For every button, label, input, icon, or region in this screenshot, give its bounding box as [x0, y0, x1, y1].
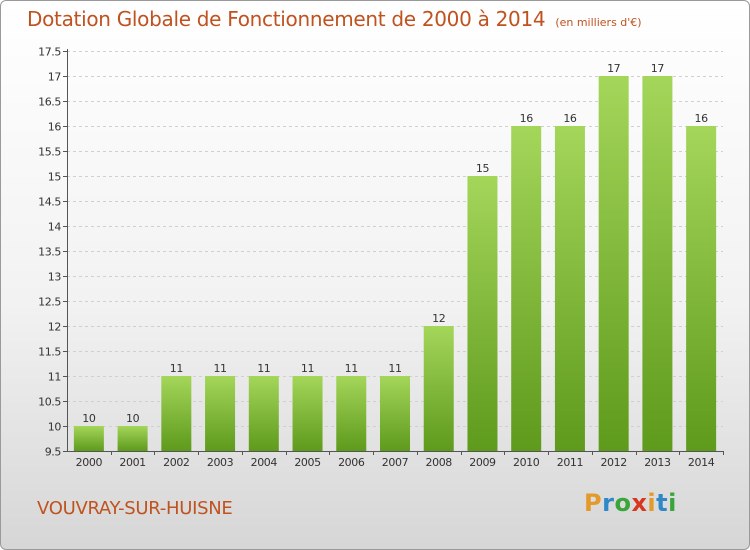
data-label: 11	[213, 362, 226, 375]
bar	[117, 426, 148, 451]
title-row: Dotation Globale de Fonctionnement de 20…	[27, 7, 642, 31]
y-tick-label: 9.5	[45, 446, 62, 459]
commune-name: VOUVRAY-SUR-HUISNE	[37, 498, 233, 519]
y-tick-label: 17.5	[38, 46, 61, 59]
y-tick-label: 12	[48, 321, 61, 334]
data-label: 16	[695, 112, 709, 125]
bar	[248, 376, 279, 451]
chart-subtitle: (en milliers d'€)	[555, 16, 642, 29]
y-tick-label: 14	[48, 221, 62, 234]
axes: 9.5 10 10.5 11 11.5 12 12.5 13 13.5 14 14.5 15 15.5 1…	[38, 46, 724, 469]
bar	[423, 326, 454, 451]
y-tick-label: 10.5	[38, 396, 61, 409]
x-tick-label: 2001	[119, 456, 145, 469]
x-tick-label: 2002	[163, 456, 189, 469]
chart-title: Dotation Globale de Fonctionnement de 20…	[27, 7, 546, 31]
bar	[686, 126, 717, 451]
data-label: 16	[520, 112, 534, 125]
bar	[554, 126, 585, 451]
bars	[73, 76, 717, 451]
x-tick-label: 2010	[513, 456, 540, 469]
data-label: 11	[170, 362, 183, 375]
bar	[292, 376, 323, 451]
x-tick-label: 2011	[557, 456, 583, 469]
x-tick-label: 2000	[76, 456, 103, 469]
x-tick-label: 2013	[644, 456, 671, 469]
y-tick-label: 13	[48, 271, 62, 284]
x-tick-label: 2004	[251, 456, 278, 469]
data-label: 11	[257, 362, 270, 375]
x-tick-label: 2012	[600, 456, 626, 469]
data-label: 10	[126, 412, 140, 425]
data-label: 11	[301, 362, 314, 375]
x-tick-label: 2007	[382, 456, 409, 469]
y-tick-label: 16	[48, 121, 62, 134]
data-labels: 10 10 11 11 11 11 11 11 12 15 16 16 17 17 16	[82, 62, 708, 425]
bar	[73, 426, 104, 451]
bar	[598, 76, 629, 451]
bar	[642, 76, 673, 451]
data-label: 15	[476, 162, 490, 175]
proxiti-logo: Proxiti	[584, 489, 677, 517]
y-tick-label: 11	[48, 371, 61, 384]
bar	[161, 376, 192, 451]
data-label: 11	[388, 362, 401, 375]
bar	[511, 126, 542, 451]
bar	[380, 376, 410, 451]
x-tick-label: 2005	[294, 456, 321, 469]
y-tick-label: 14.5	[38, 196, 61, 209]
y-tick-label: 11.5	[38, 346, 61, 359]
bar	[467, 176, 498, 451]
y-tick-label: 10	[48, 421, 62, 434]
y-tick-label: 16.5	[38, 96, 61, 109]
data-label: 12	[432, 312, 445, 325]
y-tick-label: 15	[48, 171, 62, 184]
x-tick-label: 2006	[338, 456, 365, 469]
x-tick-label: 2003	[207, 456, 234, 469]
bar	[336, 376, 367, 451]
y-tick-label: 15.5	[38, 146, 61, 159]
x-tick-label: 2009	[469, 456, 496, 469]
y-tick-label: 12.5	[38, 296, 61, 309]
data-label: 16	[563, 112, 577, 125]
y-tick-label: 13.5	[38, 246, 61, 259]
data-label: 11	[345, 362, 358, 375]
bar	[205, 376, 236, 451]
x-tick-label: 2014	[688, 456, 715, 469]
data-label: 10	[82, 412, 96, 425]
x-tick-label: 2008	[426, 456, 453, 469]
y-tick-label: 17	[48, 71, 62, 84]
data-label: 17	[651, 62, 665, 75]
data-label: 17	[607, 62, 621, 75]
